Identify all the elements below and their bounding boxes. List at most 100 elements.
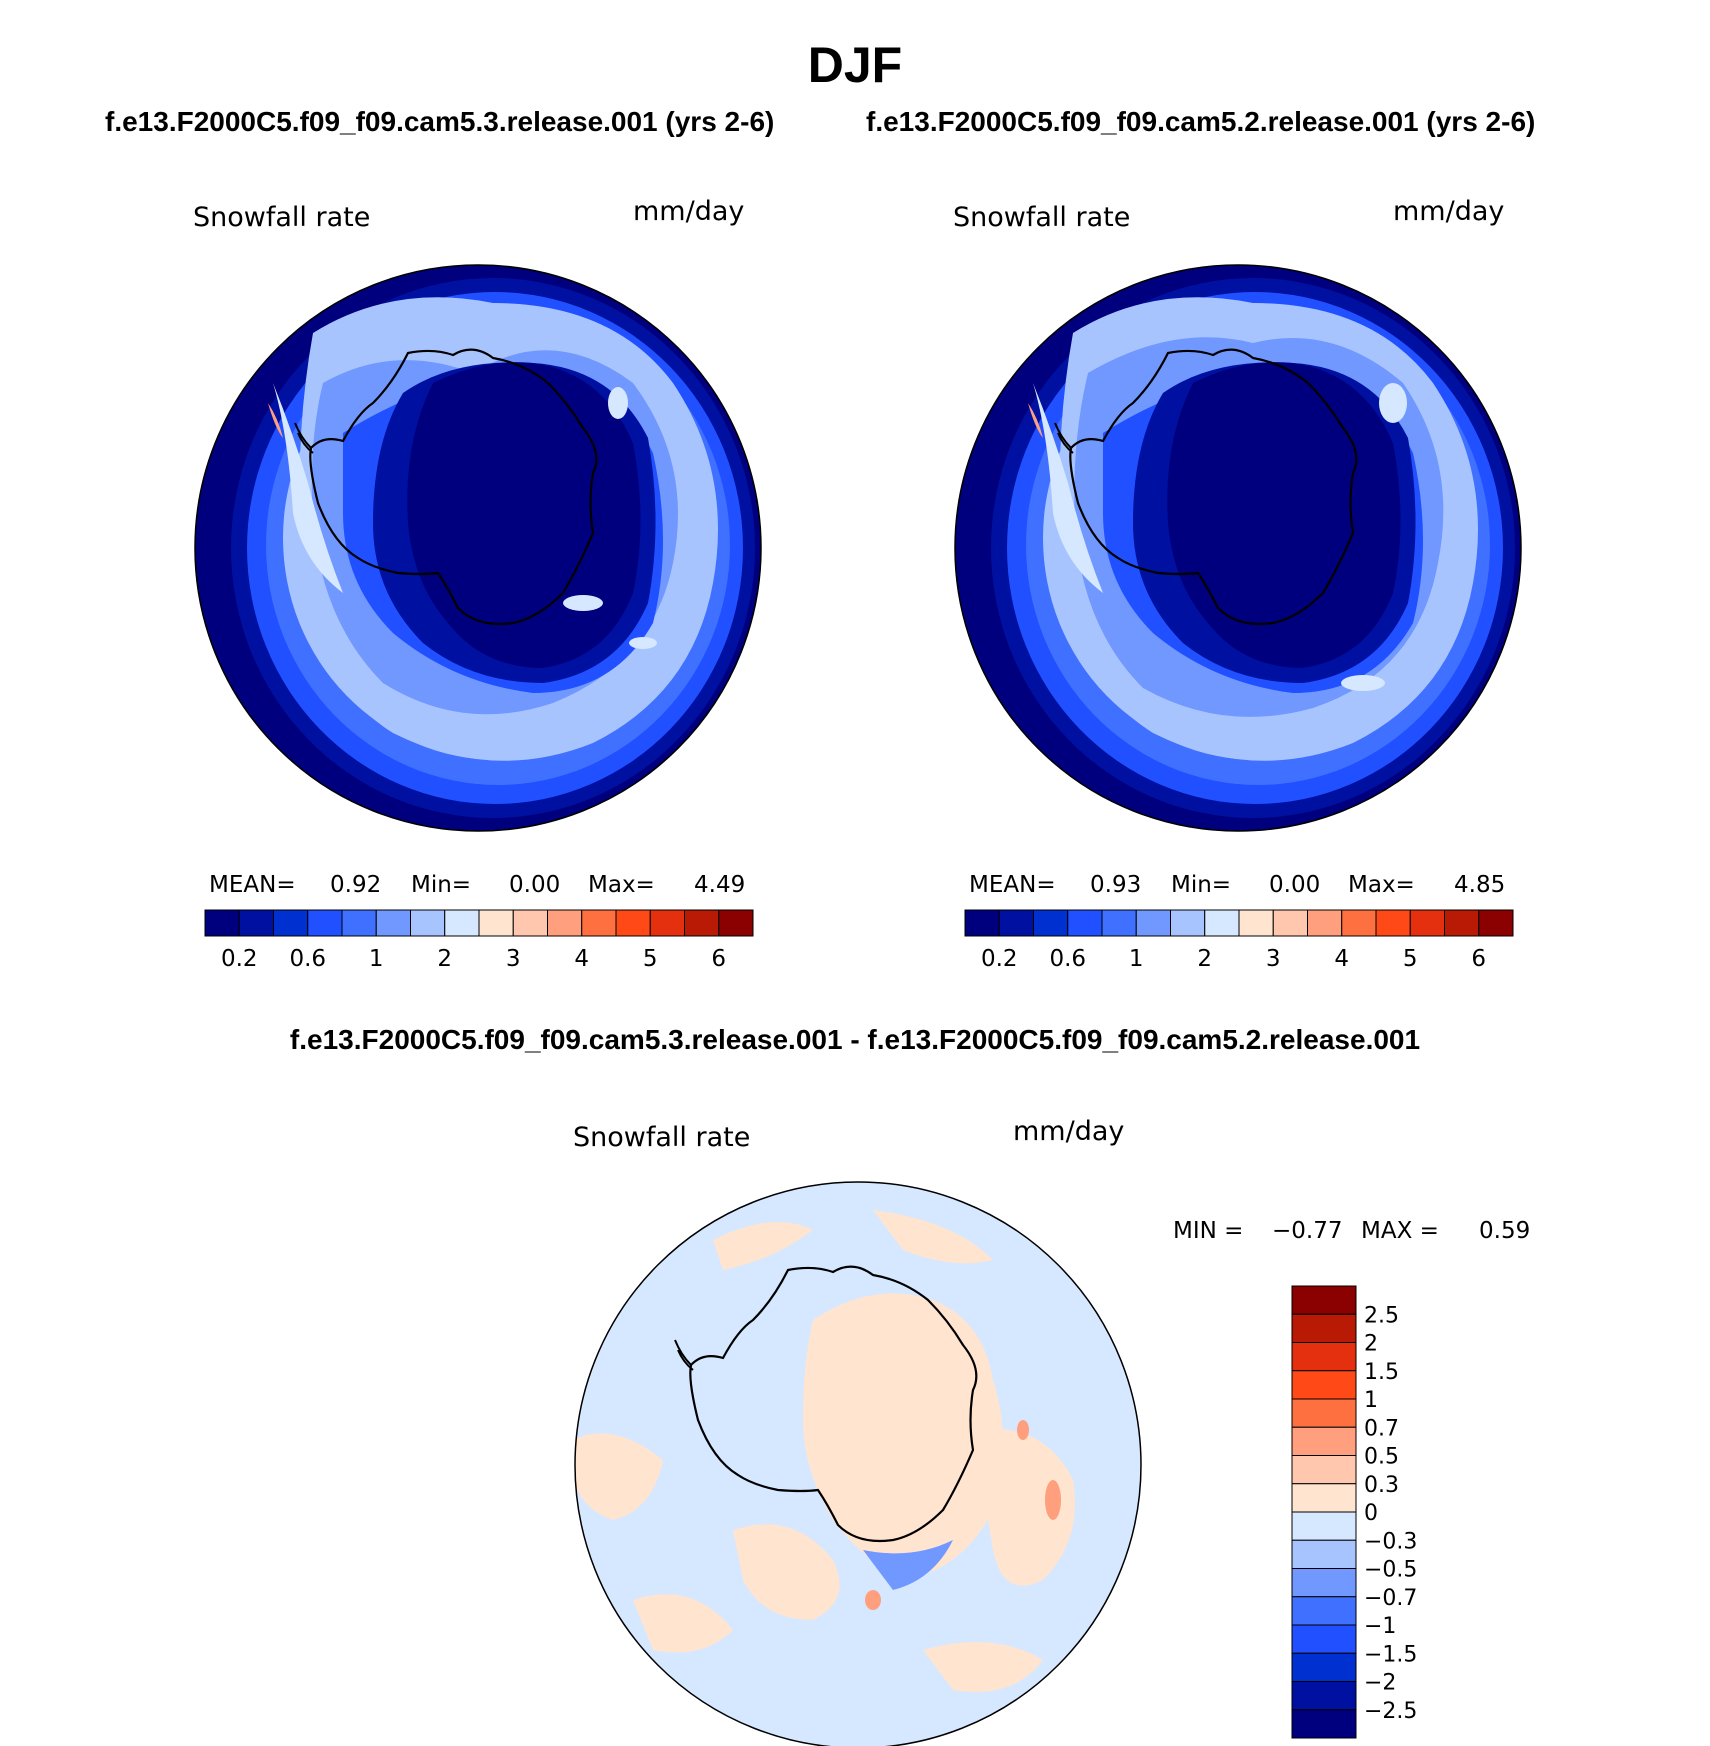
panel-right-colorbar-swatch <box>998 909 1034 937</box>
panel-right-colorbar-swatch <box>1135 909 1171 937</box>
panel-left-colorbar-swatch <box>615 909 651 937</box>
difference-colorbar-tick-label: 1.5 <box>1364 1360 1399 1385</box>
panel-left-mean-value: 0.92 <box>330 872 382 898</box>
panel-right-colorbar-tick-label: 6 <box>1471 946 1486 972</box>
difference-colorbar-swatch <box>1291 1313 1357 1343</box>
panel-left-colorbar-tick-label: 5 <box>643 946 658 972</box>
panel-left-colorbar-swatch <box>341 909 377 937</box>
panel-left-colorbar-swatch <box>547 909 583 937</box>
difference-units-label: mm/day <box>1013 1116 1125 1147</box>
panel-left-case-name: f.e13.F2000C5.f09_f09.cam5.3.release.001… <box>105 106 775 137</box>
panel-right-colorbar-swatch <box>1033 909 1069 937</box>
difference-colorbar-tick-label: −2 <box>1364 1671 1396 1696</box>
panel-left-colorbar-swatch <box>375 909 411 937</box>
panel-right-colorbar-tick-label: 3 <box>1266 946 1281 972</box>
difference-colorbar-swatch <box>1291 1370 1357 1400</box>
difference-max-label: MAX = <box>1361 1218 1439 1244</box>
panel-right-colorbar-swatch <box>1067 909 1103 937</box>
panel-right-colorbar-swatch <box>1204 909 1240 937</box>
difference-colorbar-swatch <box>1291 1652 1357 1682</box>
panel-left-mean-label: MEAN= <box>209 872 296 898</box>
panel-left-min-value: 0.00 <box>509 872 561 898</box>
panel-left-colorbar-tick-label: 2 <box>437 946 452 972</box>
panel-left-colorbar-swatch <box>307 909 343 937</box>
difference-colorbar-tick-label: 0.5 <box>1364 1445 1399 1470</box>
difference-colorbar-swatch <box>1291 1681 1357 1711</box>
panel-left-colorbar-swatch <box>273 909 309 937</box>
panel-left-min-label: Min= <box>411 872 472 898</box>
difference-variable-label: Snowfall rate <box>573 1122 751 1153</box>
difference-colorbar-swatch <box>1291 1709 1357 1739</box>
difference-colorbar-tick-label: −0.5 <box>1364 1558 1417 1583</box>
panel-left-colorbar-swatch <box>581 909 617 937</box>
difference-colorbar-swatch <box>1291 1342 1357 1372</box>
panel-left-colorbar-swatch <box>204 909 240 937</box>
panel-right-max-value: 4.85 <box>1454 872 1506 898</box>
difference-colorbar-swatch <box>1291 1624 1357 1654</box>
difference-colorbar-swatch <box>1291 1426 1357 1456</box>
difference-colorbar-tick-label: 0 <box>1364 1501 1378 1526</box>
panel-left-colorbar-swatch <box>718 909 754 937</box>
difference-title: f.e13.F2000C5.f09_f09.cam5.3.release.001… <box>289 1024 1421 1055</box>
panel-right-colorbar-swatch <box>1101 909 1137 937</box>
difference-colorbar-swatch <box>1291 1455 1357 1485</box>
panel-right-variable-label: Snowfall rate <box>953 202 1131 233</box>
panel-left-units-label: mm/day <box>633 196 745 227</box>
panel-left-max-label: Max= <box>588 872 655 898</box>
panel-left-colorbar-swatch <box>238 909 274 937</box>
panel-right-colorbar-swatch <box>1170 909 1206 937</box>
panel-right-case-name: f.e13.F2000C5.f09_f09.cam5.2.release.001… <box>866 106 1536 137</box>
panel-left-colorbar-tick-label: 0.6 <box>289 946 326 972</box>
panel-right-colorbar-swatch <box>1238 909 1274 937</box>
panel-right-colorbar-tick-label: 4 <box>1334 946 1349 972</box>
difference-colorbar-swatch <box>1291 1285 1357 1315</box>
panel-right-mean-value: 0.93 <box>1090 872 1142 898</box>
panel-right-units-label: mm/day <box>1393 196 1505 227</box>
panel-right-colorbar-swatch <box>1409 909 1445 937</box>
difference-colorbar-tick-label: −1.5 <box>1364 1642 1417 1667</box>
panel-right-colorbar-swatch <box>964 909 1000 937</box>
panel-right-max-label: Max= <box>1348 872 1415 898</box>
difference-colorbar-tick-label: 2 <box>1364 1332 1378 1357</box>
panel-left-colorbar-swatch <box>512 909 548 937</box>
panel-left-colorbar-tick-label: 6 <box>711 946 726 972</box>
panel-left-colorbar-tick-label: 0.2 <box>221 946 258 972</box>
difference-colorbar-tick-label: −1 <box>1364 1614 1396 1639</box>
panel-right-colorbar: 0.2 0.6 1 2 3 4 5 6 <box>964 909 1514 972</box>
panel-right-colorbar-swatch <box>1375 909 1411 937</box>
panel-left-colorbar-swatch <box>649 909 685 937</box>
panel-right-colorbar-tick-label: 0.6 <box>1049 946 1086 972</box>
panel-right-colorbar-swatch <box>1307 909 1343 937</box>
difference-min-value: −0.77 <box>1272 1218 1343 1244</box>
difference-colorbar-swatch <box>1291 1596 1357 1626</box>
difference-colorbar-tick-label: 2.5 <box>1364 1303 1399 1328</box>
difference-colorbar-swatch <box>1291 1398 1357 1428</box>
panel-left-colorbar-tick-label: 3 <box>506 946 521 972</box>
difference-colorbar-tick-label: 1 <box>1364 1388 1378 1413</box>
difference-colorbar-swatch <box>1291 1483 1357 1513</box>
difference-max-value: 0.59 <box>1479 1218 1531 1244</box>
page-title: DJF <box>807 37 903 93</box>
difference-colorbar-swatch <box>1291 1539 1357 1569</box>
panel-right-colorbar-tick-label: 1 <box>1129 946 1144 972</box>
panel-right-mean-label: MEAN= <box>969 872 1056 898</box>
panel-right-min-value: 0.00 <box>1269 872 1321 898</box>
panel-left-colorbar-swatch <box>684 909 720 937</box>
panel-left-max-value: 4.49 <box>694 872 746 898</box>
panel-left-colorbar-swatch <box>478 909 514 937</box>
panel-right-min-label: Min= <box>1171 872 1232 898</box>
panel-left-variable-label: Snowfall rate <box>193 202 371 233</box>
panel-left-colorbar-tick-label: 4 <box>574 946 589 972</box>
panel-right-map <box>954 264 1522 832</box>
panel-right-colorbar-tick-label: 0.2 <box>981 946 1018 972</box>
panel-left-colorbar-swatch <box>444 909 480 937</box>
panel-right-colorbar-swatch <box>1478 909 1514 937</box>
difference-colorbar-swatch <box>1291 1511 1357 1541</box>
difference-colorbar: 2.5 2 1.5 1 0.7 0.5 0.3 0 −0.3 −0.5 −0.7 −1 −1.5 −2 −2… <box>1291 1285 1417 1739</box>
panel-right-colorbar-swatch <box>1341 909 1377 937</box>
difference-colorbar-tick-label: −0.7 <box>1364 1586 1417 1611</box>
panel-left-colorbar: 0.2 0.6 1 2 3 4 5 6 <box>204 909 754 972</box>
panel-left-colorbar-tick-label: 1 <box>369 946 384 972</box>
panel-right-colorbar-swatch <box>1272 909 1308 937</box>
difference-colorbar-swatch <box>1291 1568 1357 1598</box>
